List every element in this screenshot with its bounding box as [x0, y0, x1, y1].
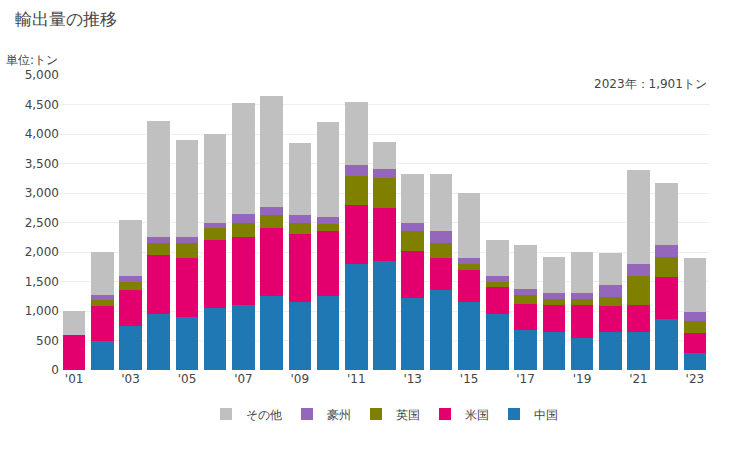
- svg-text:米国: 米国: [465, 408, 489, 422]
- svg-text:4,500: 4,500: [25, 98, 59, 112]
- svg-text:英国: 英国: [396, 408, 420, 422]
- svg-text:'23: '23: [686, 372, 705, 386]
- svg-text:'03: '03: [121, 372, 140, 386]
- svg-text:'17: '17: [516, 372, 535, 386]
- svg-text:5,000: 5,000: [25, 68, 59, 82]
- svg-text:4,000: 4,000: [25, 127, 59, 141]
- svg-text:'19: '19: [573, 372, 592, 386]
- svg-text:3,500: 3,500: [25, 157, 59, 171]
- svg-text:0: 0: [51, 363, 59, 377]
- svg-text:単位:トン: 単位:トン: [6, 53, 58, 67]
- svg-text:'05: '05: [178, 372, 197, 386]
- svg-text:3,000: 3,000: [25, 186, 59, 200]
- svg-text:'11: '11: [347, 372, 366, 386]
- svg-text:2,000: 2,000: [25, 245, 59, 259]
- svg-text:'01: '01: [65, 372, 84, 386]
- svg-text:'13: '13: [403, 372, 422, 386]
- svg-text:1,500: 1,500: [25, 275, 59, 289]
- svg-text:1,000: 1,000: [25, 304, 59, 318]
- svg-text:その他: その他: [246, 408, 282, 422]
- svg-text:'21: '21: [629, 372, 648, 386]
- svg-text:'07: '07: [234, 372, 253, 386]
- svg-text:'09: '09: [291, 372, 310, 386]
- svg-text:2,500: 2,500: [25, 216, 59, 230]
- svg-text:輸出量の推移: 輸出量の推移: [15, 9, 117, 29]
- svg-text:2023年：1,901トン: 2023年：1,901トン: [594, 77, 707, 91]
- svg-text:中国: 中国: [534, 408, 558, 422]
- svg-text:'15: '15: [460, 372, 479, 386]
- svg-text:500: 500: [36, 334, 59, 348]
- svg-text:豪州: 豪州: [327, 408, 351, 422]
